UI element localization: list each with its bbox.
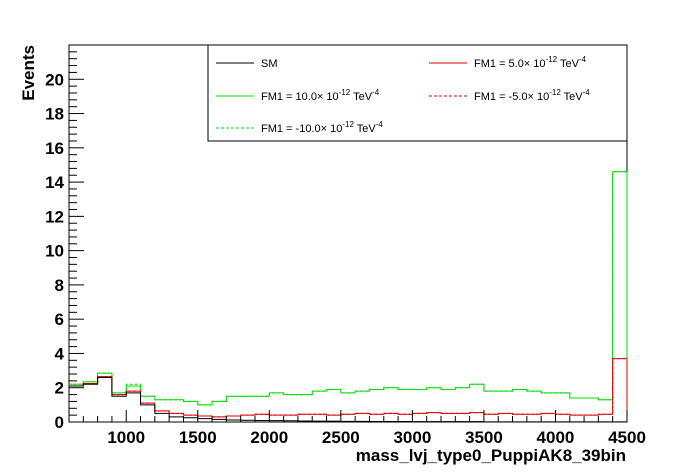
x-tick-label: 4500 bbox=[608, 428, 646, 447]
legend-box bbox=[207, 44, 628, 142]
y-tick-label: 14 bbox=[45, 173, 64, 192]
x-tick-label: 3000 bbox=[393, 428, 431, 447]
y-tick-label: 0 bbox=[55, 413, 64, 432]
y-tick-label: 6 bbox=[55, 310, 64, 329]
series-line bbox=[69, 376, 628, 423]
y-axis: 0 2 4 6 8 10 12 14 16 18 20 bbox=[45, 44, 84, 432]
y-tick-label: 20 bbox=[45, 70, 64, 89]
legend-label: FM1 = 10.0× 10-12 TeV-4 bbox=[261, 88, 380, 103]
series-line bbox=[69, 171, 628, 422]
x-axis-title: mass_lvj_type0_PuppiAK8_39bin bbox=[356, 446, 626, 465]
series-line bbox=[69, 171, 628, 422]
y-tick-label: 4 bbox=[55, 344, 65, 363]
y-tick-label: 18 bbox=[45, 105, 64, 124]
legend-label: SM bbox=[261, 58, 278, 70]
y-tick-label: 8 bbox=[55, 276, 64, 295]
y-tick-label: 2 bbox=[55, 379, 64, 398]
series-line bbox=[69, 358, 628, 422]
x-tick-label: 1500 bbox=[179, 428, 217, 447]
y-tick-label: 16 bbox=[45, 139, 64, 158]
histogram-series-group bbox=[69, 171, 628, 423]
y-tick-label: 10 bbox=[45, 242, 64, 261]
x-tick-label: 4000 bbox=[537, 428, 575, 447]
legend-label: FM1 = -10.0× 10-12 TeV-4 bbox=[261, 120, 383, 135]
y-axis-title: Events bbox=[19, 45, 38, 101]
x-tick-label: 2000 bbox=[250, 428, 288, 447]
y-tick-label: 12 bbox=[45, 207, 64, 226]
legend-entries: SM FM1 = 5.0× 10-12 TeV-4 FM1 = 10.0× 10-1… bbox=[216, 55, 590, 135]
x-tick-label: 3500 bbox=[465, 428, 503, 447]
legend: SM FM1 = 5.0× 10-12 TeV-4 FM1 = 10.0× 10-1… bbox=[207, 44, 628, 142]
x-axis: 1000 1500 2000 2500 3000 3500 4000 4500 bbox=[68, 410, 646, 447]
series-line bbox=[69, 358, 628, 422]
x-tick-label: 1000 bbox=[107, 428, 145, 447]
x-tick-label: 2500 bbox=[322, 428, 360, 447]
legend-label: FM1 = -5.0× 10-12 TeV-4 bbox=[474, 88, 590, 103]
legend-label: FM1 = 5.0× 10-12 TeV-4 bbox=[474, 55, 587, 70]
